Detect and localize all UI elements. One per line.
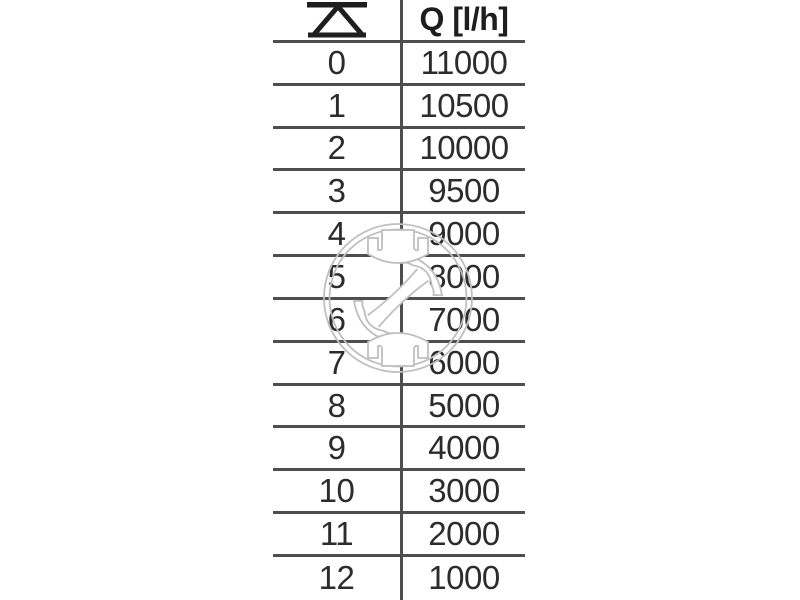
valve-position-cell: 8 [327, 386, 346, 424]
flow-rate-cell: 6000 [400, 342, 525, 383]
valve-position-cell: 4 [327, 215, 346, 253]
flow-rate-cell: 4000 [400, 428, 525, 469]
table-row: 7 6000 [273, 342, 525, 386]
table-row: 1 10500 [273, 85, 525, 129]
valve-position-cell: 5 [327, 257, 346, 295]
table-row: 3 9500 [273, 171, 525, 215]
valve-position-cell: 3 [327, 172, 346, 210]
valve-position-cell: 7 [327, 343, 346, 381]
flow-rate-cell: 10000 [400, 128, 525, 169]
flow-rate-cell: 8000 [400, 257, 525, 297]
flow-rate-cell: 11000 [400, 42, 525, 83]
valve-position-cell: 2 [327, 129, 346, 167]
table-header-row: Q [l/h] [273, 0, 525, 43]
table-row: 5 8000 [273, 257, 525, 300]
valve-position-cell: 9 [327, 429, 346, 467]
valve-position-cell: 0 [327, 43, 346, 81]
table-row: 4 9000 [273, 214, 525, 258]
valve-position-header-cell [273, 0, 400, 40]
flow-rate-cell: 1000 [400, 556, 525, 600]
table-row: 6 7000 [273, 299, 525, 343]
table-row: 8 5000 [273, 385, 525, 429]
table-row: 9 4000 [273, 428, 525, 472]
valve-position-cell: 12 [318, 559, 355, 597]
flow-rate-cell: 10500 [400, 85, 525, 126]
table-row: 12 1000 [273, 556, 525, 600]
flow-header-cell: Q [l/h] [400, 0, 525, 40]
flow-rate-cell: 7000 [400, 299, 525, 340]
flow-rate-cell: 9500 [400, 171, 525, 212]
table-row: 2 10000 [273, 128, 525, 172]
flow-rate-cell: 2000 [400, 514, 525, 554]
flow-rate-table: Q [l/h] 0 11000 1 10500 2 10000 3 9500 4… [273, 0, 525, 600]
table-row: 0 11000 [273, 42, 525, 86]
table-row: 10 3000 [273, 471, 525, 515]
valve-position-cell: 1 [327, 86, 346, 124]
valve-position-cell: 6 [327, 300, 346, 338]
flow-rate-cell: 3000 [400, 471, 525, 512]
flow-rate-cell: 5000 [400, 385, 525, 426]
valve-position-cell: 11 [319, 515, 354, 553]
table-row: 11 2000 [273, 514, 525, 557]
flow-rate-cell: 9000 [400, 214, 525, 255]
valve-position-symbol-icon [306, 1, 367, 38]
valve-position-cell: 10 [318, 472, 355, 510]
